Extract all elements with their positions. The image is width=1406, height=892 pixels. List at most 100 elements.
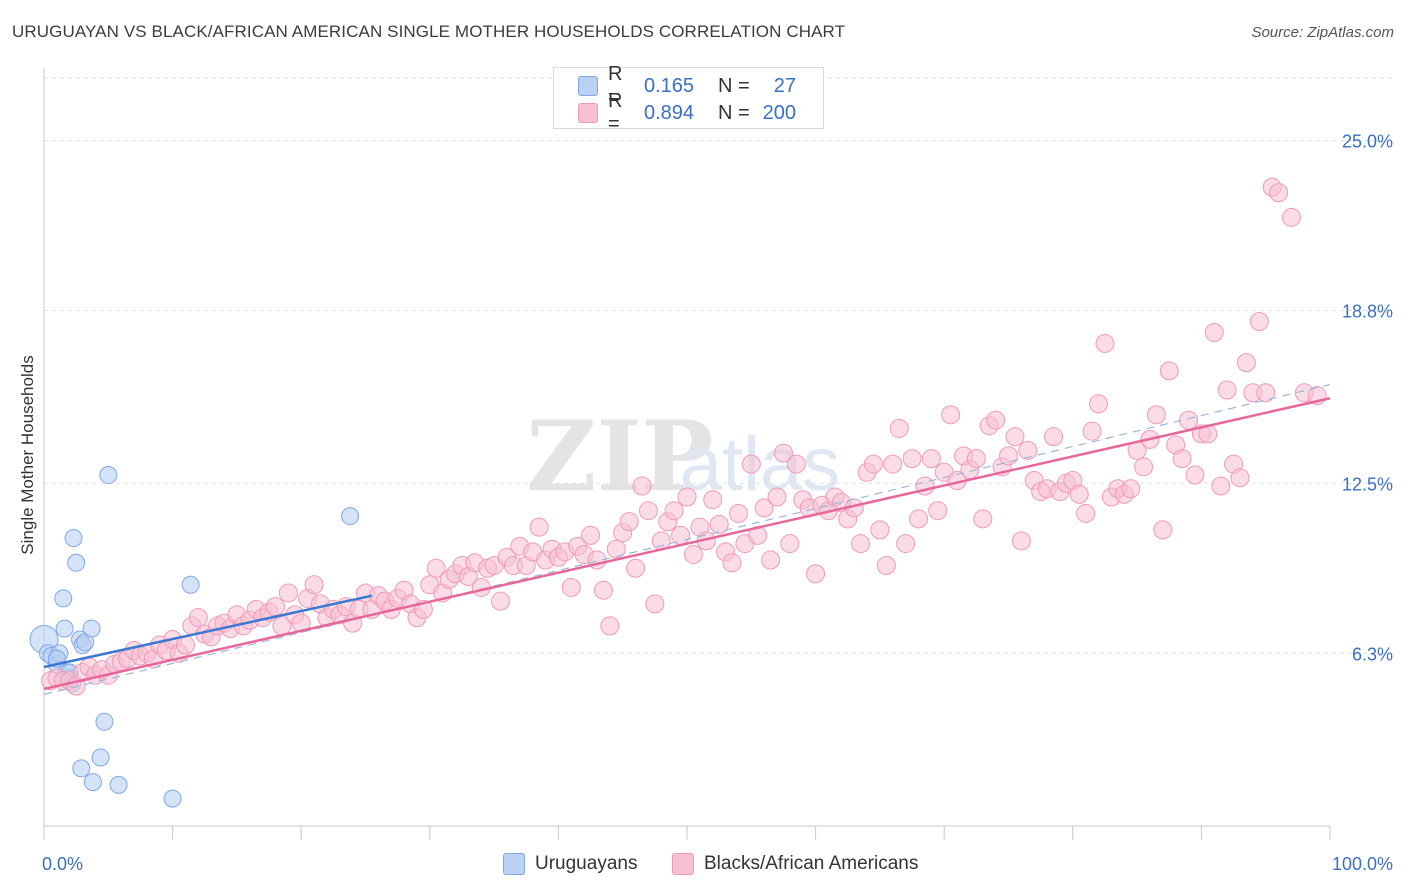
blacks-point: [1076, 503, 1096, 523]
blacks-point: [761, 550, 781, 570]
blacks-point: [1204, 322, 1224, 342]
blacks-point: [606, 539, 626, 559]
y-axis-label: Single Mother Households: [18, 355, 37, 555]
blacks-point: [683, 545, 703, 565]
blacks-point: [593, 580, 613, 600]
blacks-point: [529, 517, 549, 537]
tick-labels: 6.3% 12.5% 18.8% 25.0% 0.0% 100.0%: [42, 132, 1393, 874]
blacks-point: [426, 558, 446, 578]
blacks-point: [863, 454, 883, 474]
blacks-point: [278, 583, 298, 603]
blacks-point: [851, 534, 871, 554]
blacks-point: [561, 577, 581, 597]
blacks-point: [1134, 457, 1154, 477]
legend-n-value: 27: [773, 74, 796, 97]
blacks-point: [581, 525, 601, 545]
uruguayans-trend-line: [43, 594, 373, 669]
legend-n-label: N =: [718, 74, 750, 97]
blacks-point: [986, 410, 1006, 430]
blacks-point: [671, 525, 691, 545]
uruguayans-point: [54, 589, 73, 608]
blacks-point: [1172, 449, 1192, 469]
blacks-trend-line: [43, 397, 1331, 691]
blacks-point: [664, 501, 684, 521]
blacks-point: [265, 597, 285, 617]
blacks-point: [876, 556, 896, 576]
blacks-point: [941, 405, 961, 425]
blacks-point: [883, 454, 903, 474]
legend-r-label: R =: [608, 63, 623, 108]
uruguayans-point: [99, 466, 118, 485]
blacks-point: [291, 613, 311, 633]
blacks-point: [1146, 405, 1166, 425]
blacks-point: [767, 487, 787, 507]
uruguayans-point: [55, 619, 74, 638]
y-tick-label: 12.5%: [1342, 474, 1393, 494]
blacks-point: [870, 520, 890, 540]
bottom-legend-uruguayans: Uruguayans: [503, 852, 637, 876]
uruguayans-points: [29, 466, 360, 808]
blacks-point: [728, 503, 748, 523]
legend-row-uruguayans: R = 0.165 N = 27: [578, 63, 796, 108]
blacks-point: [491, 591, 511, 611]
blacks-point: [1236, 353, 1256, 373]
blacks-point: [773, 443, 793, 463]
blacks-point: [722, 553, 742, 573]
blacks-point: [780, 534, 800, 554]
blacks-point: [188, 608, 208, 628]
uruguayans-point: [181, 575, 200, 594]
blacks-point: [902, 449, 922, 469]
y-tick-label: 6.3%: [1352, 644, 1393, 664]
blacks-point: [709, 514, 729, 534]
blacks-point: [626, 558, 646, 578]
blacks-point: [1256, 383, 1276, 403]
blacks-point: [1179, 410, 1199, 430]
blacks-point: [1089, 394, 1109, 414]
blacks-point: [1185, 465, 1205, 485]
bottom-legend-label: Uruguayans: [535, 853, 638, 874]
blacks-point: [741, 454, 761, 474]
dashed-trend-line: [43, 383, 1331, 695]
correlation-legend: R = 0.165 N = 27 R = 0.894 N = 200: [553, 63, 824, 135]
legend-r-label: R =: [608, 90, 623, 135]
blacks-point: [1095, 333, 1115, 353]
bottom-legend-label: Blacks/African Americans: [704, 853, 919, 874]
blacks-point: [1281, 207, 1301, 227]
blacks-point: [1018, 440, 1038, 460]
blacks-point: [1153, 520, 1173, 540]
legend-row-blacks: R = 0.894 N = 200: [578, 90, 796, 135]
blacks-point: [806, 564, 826, 584]
x-tick-label-right: 100.0%: [1332, 854, 1393, 874]
x-tick-label-left: 0.0%: [42, 854, 83, 874]
uruguayans-point: [109, 775, 128, 794]
blacks-point: [1121, 479, 1141, 499]
uruguayans-point: [163, 789, 182, 808]
bottom-legend-blacks: Blacks/African Americans: [672, 852, 918, 876]
blacks-point: [619, 512, 639, 532]
source-text: Source: ZipAtlas.com: [1251, 24, 1394, 41]
blacks-point: [1211, 476, 1231, 496]
y-tick-label: 18.8%: [1342, 302, 1393, 322]
blacks-point: [703, 490, 723, 510]
uruguayans-point: [341, 507, 360, 526]
uruguayans-point: [83, 773, 102, 792]
legend-swatch-uruguayans: [578, 76, 598, 96]
trend-lines: [43, 383, 1331, 695]
uruguayans-point: [67, 553, 86, 572]
uruguayans-point: [95, 712, 114, 731]
blacks-point: [1069, 484, 1089, 504]
bottom-swatch-uruguayans: [503, 853, 525, 875]
blacks-point: [928, 501, 948, 521]
uruguayans-point: [72, 759, 91, 778]
blacks-point: [1044, 427, 1064, 447]
chart-title: URUGUAYAN VS BLACK/AFRICAN AMERICAN SING…: [12, 22, 846, 41]
blacks-point: [1269, 183, 1289, 203]
blacks-point: [896, 534, 916, 554]
y-tick-label: 25.0%: [1342, 132, 1393, 152]
legend-r-value: 0.894: [644, 101, 695, 124]
blacks-point: [921, 449, 941, 469]
blacks-point: [1082, 421, 1102, 441]
blacks-point: [677, 487, 697, 507]
blacks-point: [632, 476, 652, 496]
